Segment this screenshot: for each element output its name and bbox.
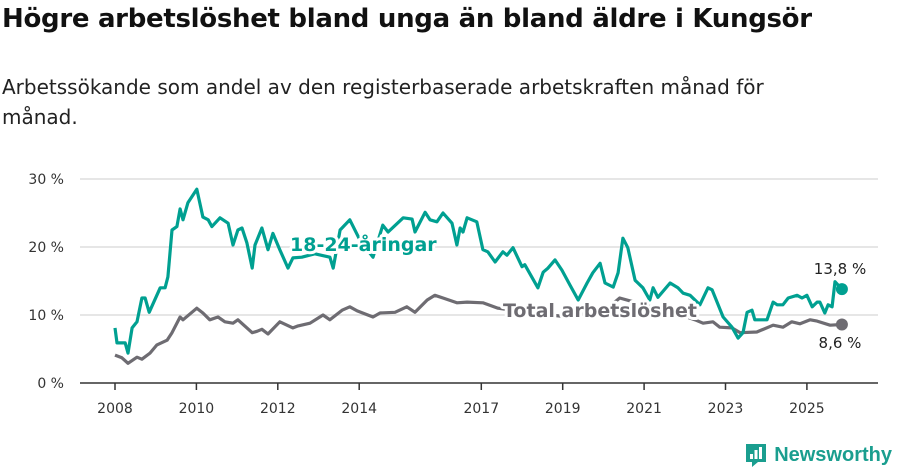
y-tick-label: 30 %: [28, 172, 64, 188]
x-tick-label: 2012: [260, 401, 296, 417]
newsworthy-logo: Newsworthy: [744, 442, 892, 468]
x-tick-label: 2010: [179, 401, 215, 417]
end-value-label: 8,6 %: [819, 334, 862, 352]
x-tick-label: 2023: [708, 401, 744, 417]
x-tick-label: 2021: [626, 401, 662, 417]
newsworthy-logo-icon: [746, 444, 767, 467]
y-tick-label: 0 %: [37, 376, 64, 392]
brand-name: Newsworthy: [774, 443, 892, 466]
youth-series-line: [113, 187, 844, 355]
youth-end-point: [835, 283, 848, 296]
x-tick-label: 2017: [463, 401, 499, 417]
end-value-label: 13,8 %: [814, 260, 866, 278]
youth-series-label: 18-24-åringar: [290, 232, 437, 256]
y-tick-label: 10 %: [28, 308, 64, 324]
total-end-point: [835, 318, 848, 331]
x-tick-label: 2025: [789, 401, 825, 417]
y-tick-label: 20 %: [28, 240, 64, 256]
chart-subtitle: Arbetssökande som andel av den registerb…: [2, 75, 764, 129]
x-tick-label: 2014: [341, 401, 377, 417]
total-series-line: [114, 293, 842, 365]
x-tick-label: 2019: [545, 401, 581, 417]
total-series-label: Total arbetslöshet: [503, 300, 697, 322]
x-tick-label: 2008: [97, 401, 133, 417]
chart-title: Högre arbetslöshet bland unga än bland ä…: [2, 4, 812, 34]
